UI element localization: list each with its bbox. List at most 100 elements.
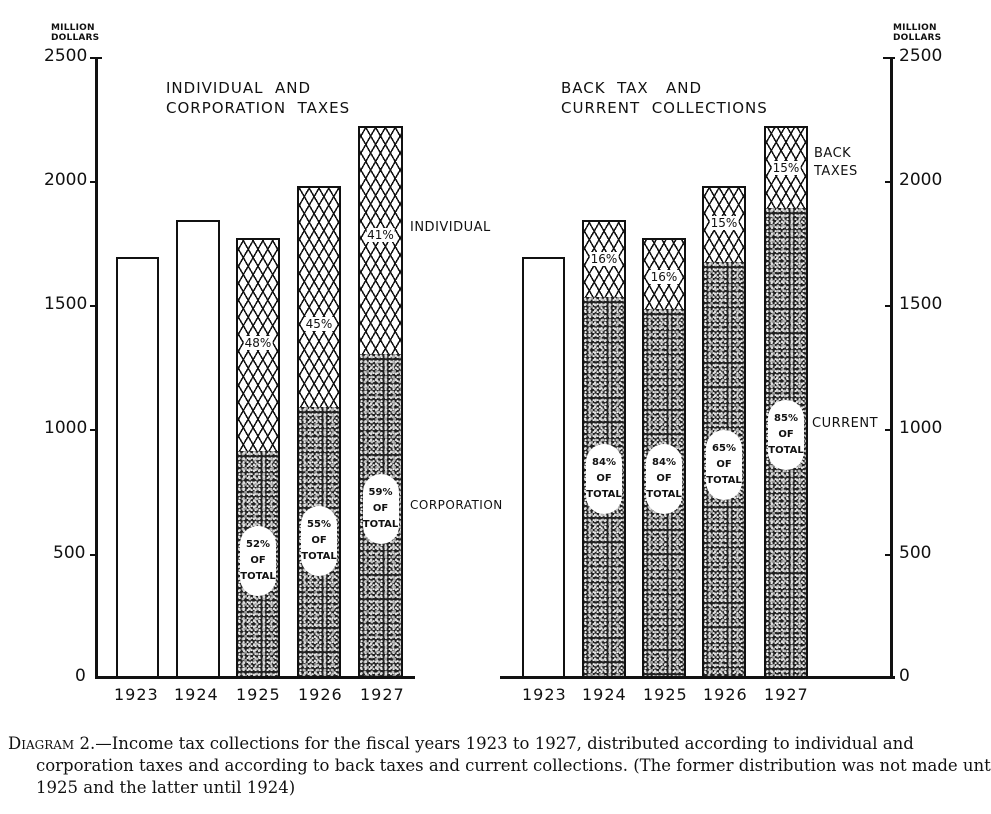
pill-total: TOTAL — [240, 571, 276, 582]
caption-text: —Income tax collections for the fiscal y… — [36, 734, 991, 797]
left-tick-500: 500 — [53, 543, 86, 563]
pill-total: TOTAL — [768, 445, 804, 456]
label-corporation: CORPORATION — [410, 498, 503, 512]
segment-individual — [238, 240, 278, 451]
left-tick-2500: 2500 — [44, 46, 88, 66]
left-axis-unit: MILLION DOLLARS — [51, 23, 99, 43]
pill-of: OF — [716, 459, 732, 470]
right-chart-title: BACK TAX AND CURRENT COLLECTIONS — [561, 78, 768, 118]
pill-total: TOTAL — [586, 489, 622, 500]
pct-current-1926: 65% OF TOTAL — [706, 430, 742, 500]
right-axis-unit: MILLION DOLLARS — [893, 23, 941, 43]
bar-1927-stacked: 15% 85% OF TOTAL — [764, 126, 808, 678]
label-back-taxes: BACK TAXES — [814, 145, 858, 181]
pill-pct: 65% — [712, 443, 736, 454]
pill-of: OF — [250, 555, 266, 566]
year-label: 1927 — [360, 685, 405, 704]
pill-of: OF — [656, 473, 672, 484]
tick-mark — [885, 181, 893, 183]
bar-1927-stacked: 41% 59% OF TOTAL — [358, 126, 403, 678]
pct-corporation-1926: 55% OF TOTAL — [301, 506, 337, 576]
pill-total: TOTAL — [301, 551, 337, 562]
right-tick-2500: 2500 — [899, 46, 943, 66]
right-tick-0: 0 — [899, 666, 910, 686]
title-line1: BACK TAX AND — [561, 79, 703, 97]
pill-pct: 85% — [774, 413, 798, 424]
left-tick-2000: 2000 — [44, 170, 88, 190]
title-line2: CURRENT COLLECTIONS — [561, 99, 768, 117]
right-tick-1500: 1500 — [899, 294, 943, 314]
year-label: 1926 — [703, 685, 748, 704]
pill-total: TOTAL — [362, 519, 399, 530]
pill-pct: 55% — [307, 519, 331, 530]
year-label: 1925 — [643, 685, 688, 704]
pill-pct: 59% — [368, 487, 393, 498]
pct-current-1927: 85% OF TOTAL — [768, 400, 804, 470]
bar-1926-stacked: 15% 65% OF TOTAL — [702, 186, 746, 678]
pill-pct: 84% — [652, 457, 676, 468]
pct-back-1924: 16% — [589, 252, 619, 266]
tick-mark — [90, 57, 102, 59]
year-label: 1926 — [298, 685, 343, 704]
tick-mark — [90, 181, 98, 183]
left-tick-1500: 1500 — [44, 294, 88, 314]
bar-1925-stacked: 48% 52% OF TOTAL — [236, 238, 280, 678]
tick-mark — [885, 429, 893, 431]
right-tick-500: 500 — [899, 543, 932, 563]
pct-individual-1927: 41% — [366, 228, 395, 242]
pct-individual-1926: 45% — [304, 317, 334, 331]
year-label: 1924 — [582, 685, 627, 704]
pill-pct: 84% — [592, 457, 616, 468]
unit-line2: DOLLARS — [893, 33, 942, 43]
bar-1925-stacked: 16% 84% OF TOTAL — [642, 238, 686, 678]
year-label: 1925 — [236, 685, 281, 704]
left-tick-0: 0 — [75, 666, 86, 686]
bar-1924-total — [176, 220, 220, 678]
pct-back-1927: 15% — [771, 161, 801, 175]
tick-mark — [885, 305, 893, 307]
unit-line2: DOLLARS — [51, 33, 100, 43]
pill-pct: 52% — [246, 539, 270, 550]
pill-of: OF — [778, 429, 794, 440]
pill-of: OF — [311, 535, 327, 546]
bar-1923-total — [116, 257, 159, 678]
tick-mark — [883, 57, 895, 59]
unit-line1: MILLION — [51, 23, 95, 33]
left-chart-title: INDIVIDUAL AND CORPORATION TAXES — [166, 78, 350, 118]
label-line: BACK — [814, 146, 852, 161]
pct-back-1926: 15% — [709, 216, 739, 230]
pct-back-1925: 16% — [649, 270, 679, 284]
left-y-axis — [95, 57, 98, 678]
year-label: 1927 — [764, 685, 809, 704]
tick-mark — [90, 429, 98, 431]
pct-corporation-1925: 52% OF TOTAL — [240, 526, 276, 596]
segment-individual — [299, 188, 339, 407]
title-line2: CORPORATION TAXES — [166, 99, 351, 117]
tick-mark — [90, 305, 98, 307]
pill-of: OF — [596, 473, 612, 484]
right-tick-1000: 1000 — [899, 418, 943, 438]
year-label: 1923 — [114, 685, 159, 704]
label-line: TAXES — [814, 164, 858, 179]
pill-of: OF — [372, 503, 389, 514]
title-line1: INDIVIDUAL AND — [166, 79, 312, 97]
year-label: 1923 — [522, 685, 567, 704]
left-tick-1000: 1000 — [44, 418, 88, 438]
pct-individual-1925: 48% — [243, 336, 273, 350]
bar-1923-total — [522, 257, 565, 678]
right-tick-2000: 2000 — [899, 170, 943, 190]
tick-mark — [885, 554, 893, 556]
right-x-axis — [500, 676, 895, 679]
pct-current-1925: 84% OF TOTAL — [646, 444, 682, 514]
label-individual: INDIVIDUAL — [410, 220, 491, 235]
right-y-axis — [890, 57, 893, 678]
tick-mark — [90, 554, 98, 556]
pct-current-1924: 84% OF TOTAL — [586, 444, 622, 514]
pct-corporation-1927: 59% OF TOTAL — [362, 474, 399, 544]
bar-1924-stacked: 16% 84% OF TOTAL — [582, 220, 626, 678]
figure-caption: Diagram 2.—Income tax collections for th… — [8, 733, 991, 799]
pill-total: TOTAL — [706, 475, 742, 486]
label-current: CURRENT — [812, 416, 879, 431]
unit-line1: MILLION — [893, 23, 937, 33]
year-label: 1924 — [174, 685, 219, 704]
